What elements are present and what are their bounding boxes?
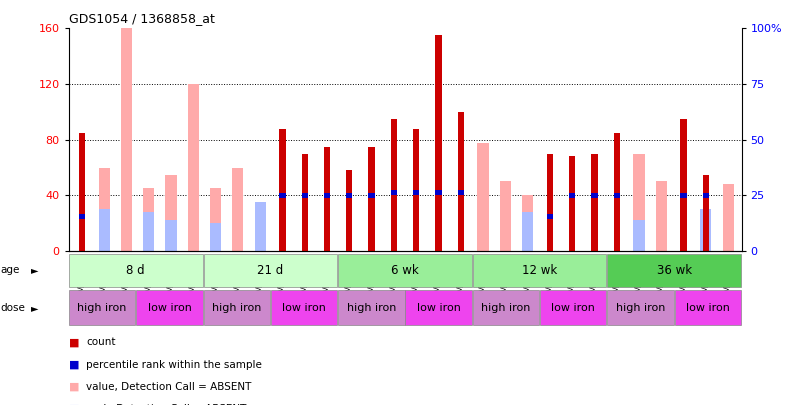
Bar — [324, 193, 330, 198]
Bar — [143, 188, 154, 251]
Bar — [255, 202, 266, 251]
Bar — [255, 244, 266, 251]
Bar — [136, 290, 202, 325]
Bar — [546, 153, 553, 251]
Bar — [339, 290, 405, 325]
Bar — [458, 112, 463, 251]
Bar — [165, 220, 177, 251]
Text: GDS1054 / 1368858_at: GDS1054 / 1368858_at — [69, 12, 214, 25]
Bar — [592, 193, 597, 198]
Text: dose: dose — [1, 303, 26, 313]
Text: high iron: high iron — [212, 303, 261, 313]
Text: low iron: low iron — [282, 303, 326, 313]
Bar — [546, 213, 553, 219]
Text: count: count — [86, 337, 116, 347]
Bar — [368, 193, 375, 198]
Bar — [613, 193, 620, 198]
Text: ■: ■ — [69, 337, 79, 347]
Text: low iron: low iron — [417, 303, 460, 313]
Bar — [98, 168, 110, 251]
Bar — [522, 195, 533, 251]
Bar — [703, 193, 709, 198]
Bar — [391, 190, 397, 195]
Bar — [656, 181, 667, 251]
Bar — [540, 290, 606, 325]
Bar — [232, 168, 243, 251]
Text: 21 d: 21 d — [257, 264, 284, 277]
Bar — [435, 190, 442, 195]
Bar — [121, 28, 132, 251]
Bar — [477, 143, 488, 251]
Bar — [680, 119, 687, 251]
Bar — [613, 133, 620, 251]
Text: high iron: high iron — [616, 303, 665, 313]
Text: high iron: high iron — [347, 303, 396, 313]
Text: age: age — [1, 265, 20, 275]
Bar — [210, 188, 221, 251]
Bar — [700, 209, 712, 251]
Bar — [608, 290, 674, 325]
Text: low iron: low iron — [551, 303, 595, 313]
Bar — [339, 254, 472, 287]
Bar — [675, 290, 741, 325]
Bar — [522, 212, 533, 251]
Text: 36 wk: 36 wk — [657, 264, 692, 277]
Text: 12 wk: 12 wk — [522, 264, 557, 277]
Bar — [608, 254, 741, 287]
Bar — [703, 175, 709, 251]
Bar — [301, 193, 308, 198]
Bar — [634, 153, 645, 251]
Bar — [204, 290, 270, 325]
Bar — [722, 184, 733, 251]
Text: ■: ■ — [69, 360, 79, 369]
Bar — [413, 190, 419, 195]
Bar — [569, 193, 575, 198]
Bar — [473, 290, 539, 325]
Bar — [188, 84, 199, 251]
Bar — [301, 153, 308, 251]
Bar — [210, 223, 221, 251]
Bar — [473, 254, 606, 287]
Text: 8 d: 8 d — [127, 264, 145, 277]
Text: value, Detection Call = ABSENT: value, Detection Call = ABSENT — [86, 382, 251, 392]
Text: ►: ► — [31, 265, 38, 275]
Bar — [98, 209, 110, 251]
Bar — [405, 290, 472, 325]
Bar — [368, 147, 375, 251]
Bar — [143, 212, 154, 251]
Text: percentile rank within the sample: percentile rank within the sample — [86, 360, 262, 369]
Text: rank, Detection Call = ABSENT: rank, Detection Call = ABSENT — [86, 404, 247, 405]
Bar — [458, 190, 463, 195]
Text: low iron: low iron — [147, 303, 191, 313]
Bar — [347, 171, 352, 251]
Bar — [347, 193, 352, 198]
Bar — [79, 213, 85, 219]
Bar — [79, 133, 85, 251]
Text: 6 wk: 6 wk — [391, 264, 419, 277]
Bar — [592, 153, 597, 251]
Text: ■: ■ — [69, 382, 79, 392]
Text: high iron: high iron — [481, 303, 530, 313]
Bar — [391, 119, 397, 251]
Text: ■: ■ — [69, 404, 79, 405]
Bar — [413, 129, 419, 251]
Bar — [69, 290, 135, 325]
Bar — [165, 175, 177, 251]
Text: ►: ► — [31, 303, 38, 313]
Text: high iron: high iron — [77, 303, 127, 313]
Bar — [204, 254, 337, 287]
Bar — [271, 290, 337, 325]
Bar — [500, 181, 511, 251]
Text: low iron: low iron — [686, 303, 729, 313]
Bar — [435, 35, 442, 251]
Bar — [680, 193, 687, 198]
Bar — [569, 156, 575, 251]
Bar — [280, 193, 285, 198]
Bar — [69, 254, 202, 287]
Bar — [324, 147, 330, 251]
Bar — [634, 220, 645, 251]
Bar — [280, 129, 285, 251]
